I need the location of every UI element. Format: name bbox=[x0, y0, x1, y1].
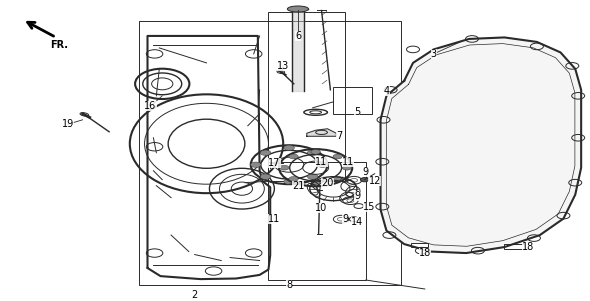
Text: FR.: FR. bbox=[50, 40, 68, 51]
Text: 20: 20 bbox=[322, 178, 333, 188]
Text: 9: 9 bbox=[363, 167, 369, 177]
Text: 3: 3 bbox=[431, 49, 437, 59]
Ellipse shape bbox=[287, 6, 309, 12]
Ellipse shape bbox=[280, 165, 289, 170]
Ellipse shape bbox=[342, 165, 352, 170]
Text: 19: 19 bbox=[62, 119, 74, 129]
Ellipse shape bbox=[307, 174, 318, 179]
Ellipse shape bbox=[260, 150, 271, 155]
Bar bbox=[268, 162, 366, 280]
Text: 9: 9 bbox=[342, 214, 348, 224]
Text: 12: 12 bbox=[369, 176, 381, 186]
Ellipse shape bbox=[284, 145, 294, 150]
Ellipse shape bbox=[317, 162, 328, 167]
Bar bbox=[268, 12, 345, 181]
Text: 18: 18 bbox=[419, 248, 431, 258]
Text: 5: 5 bbox=[354, 107, 360, 117]
Text: 2: 2 bbox=[192, 290, 198, 300]
Text: 13: 13 bbox=[277, 61, 289, 71]
Ellipse shape bbox=[284, 179, 294, 184]
Text: 17: 17 bbox=[268, 158, 280, 168]
Bar bbox=[411, 243, 428, 247]
Bar bbox=[139, 21, 401, 284]
Text: 18: 18 bbox=[522, 242, 534, 252]
Ellipse shape bbox=[333, 154, 342, 159]
Text: 7: 7 bbox=[336, 131, 342, 141]
Ellipse shape bbox=[289, 176, 299, 181]
Text: 11: 11 bbox=[316, 157, 327, 167]
Ellipse shape bbox=[260, 174, 271, 179]
Text: 11: 11 bbox=[342, 157, 354, 167]
Text: 15: 15 bbox=[363, 202, 375, 212]
Text: 9: 9 bbox=[354, 191, 360, 201]
Text: 8: 8 bbox=[286, 280, 292, 290]
Text: 11: 11 bbox=[268, 214, 280, 224]
Text: 10: 10 bbox=[316, 203, 327, 213]
Ellipse shape bbox=[307, 150, 318, 155]
Text: 14: 14 bbox=[351, 217, 363, 227]
Ellipse shape bbox=[289, 154, 299, 159]
Ellipse shape bbox=[311, 149, 320, 154]
Polygon shape bbox=[307, 129, 336, 136]
Bar bbox=[504, 244, 525, 249]
Text: 16: 16 bbox=[145, 101, 156, 111]
Polygon shape bbox=[381, 37, 581, 253]
Ellipse shape bbox=[250, 162, 261, 167]
Ellipse shape bbox=[333, 176, 342, 181]
Bar bbox=[333, 87, 372, 114]
Text: 6: 6 bbox=[295, 31, 301, 41]
Ellipse shape bbox=[360, 178, 369, 182]
Text: 21: 21 bbox=[292, 181, 304, 191]
Ellipse shape bbox=[311, 181, 320, 186]
Text: 4: 4 bbox=[384, 86, 389, 96]
